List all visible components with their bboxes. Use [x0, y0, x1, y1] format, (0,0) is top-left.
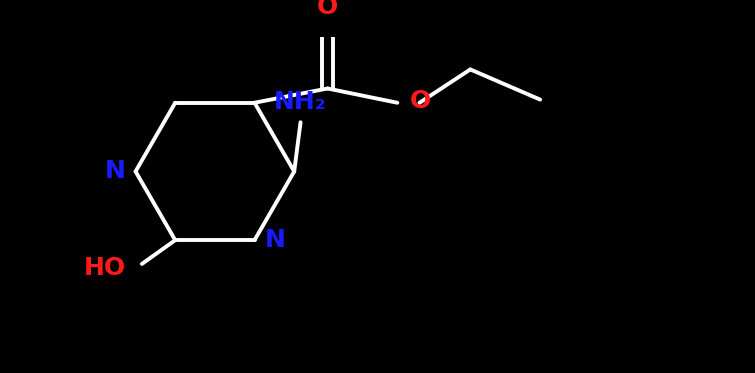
Text: NH₂: NH₂: [274, 90, 327, 115]
Text: O: O: [317, 0, 338, 19]
Text: HO: HO: [84, 256, 126, 280]
Text: O: O: [410, 89, 431, 113]
Text: N: N: [265, 228, 285, 252]
Text: N: N: [104, 159, 125, 184]
